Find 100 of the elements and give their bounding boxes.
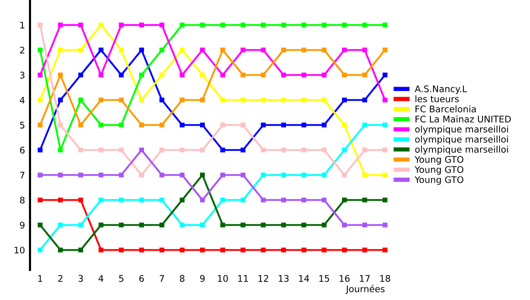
point xyxy=(38,222,43,228)
x-tick-label: 17 xyxy=(360,275,370,282)
point xyxy=(180,48,185,52)
point xyxy=(159,248,164,252)
point xyxy=(200,122,205,128)
y-tick-label: 4 xyxy=(20,96,25,104)
point xyxy=(78,198,84,202)
point xyxy=(281,248,286,252)
point xyxy=(118,22,124,28)
point xyxy=(342,98,347,102)
point xyxy=(38,198,43,202)
x-tick-label: 9 xyxy=(200,275,205,282)
point xyxy=(260,48,266,52)
legend-label: olympique marseilloi xyxy=(415,126,508,134)
point xyxy=(200,72,205,78)
point xyxy=(58,198,63,202)
point xyxy=(322,148,327,152)
legend-label: Young GTO xyxy=(414,166,464,175)
point xyxy=(78,222,84,228)
point xyxy=(362,122,368,128)
point xyxy=(200,222,205,228)
point xyxy=(301,148,306,152)
point xyxy=(180,172,185,178)
y-tick-label: 1 xyxy=(20,22,24,28)
point xyxy=(362,198,368,202)
point xyxy=(159,222,164,228)
x-tick-label: 3 xyxy=(78,275,83,282)
point xyxy=(118,98,124,102)
legend-label: les tueurs xyxy=(416,95,459,102)
point xyxy=(118,198,124,202)
legend-label: olympique marseilloi xyxy=(415,136,508,144)
point xyxy=(139,98,144,102)
point xyxy=(118,122,124,128)
point xyxy=(382,172,388,178)
point xyxy=(382,98,388,102)
point xyxy=(200,148,205,152)
point xyxy=(382,122,388,128)
point xyxy=(281,198,286,202)
point xyxy=(240,222,246,228)
point xyxy=(139,22,144,28)
point xyxy=(98,222,104,228)
y-tick-label: 8 xyxy=(20,196,25,204)
point xyxy=(220,122,226,128)
point xyxy=(180,72,185,78)
point xyxy=(260,122,266,128)
x-tick-label: 18 xyxy=(380,275,390,282)
legend-label: A.S.Nancy.L xyxy=(414,85,468,94)
point xyxy=(159,148,164,152)
point xyxy=(362,72,368,78)
point xyxy=(362,148,368,152)
point xyxy=(382,222,388,228)
point xyxy=(220,172,226,178)
point xyxy=(38,148,43,152)
point xyxy=(220,72,226,78)
point xyxy=(240,122,246,128)
point xyxy=(342,22,347,28)
point xyxy=(200,198,205,202)
point xyxy=(281,72,286,78)
point xyxy=(301,22,306,28)
point xyxy=(301,48,306,52)
point xyxy=(139,72,144,78)
point xyxy=(98,122,104,128)
legend-label: FC La Mainaz UNITED xyxy=(416,115,511,122)
point xyxy=(78,122,84,128)
point xyxy=(139,148,144,152)
point xyxy=(118,148,124,152)
legend-label: FC Barcelonia xyxy=(416,105,476,112)
point xyxy=(362,248,368,252)
point xyxy=(322,72,327,78)
legend-label: Young GTO xyxy=(414,176,464,185)
point xyxy=(322,48,327,52)
point xyxy=(220,148,226,152)
point xyxy=(281,48,286,52)
point xyxy=(78,48,84,52)
point xyxy=(260,248,266,252)
x-tick-label: 13 xyxy=(278,275,289,282)
point xyxy=(362,98,368,102)
point xyxy=(240,22,246,28)
point xyxy=(180,148,185,152)
y-tick-label: 9 xyxy=(20,222,25,229)
point xyxy=(240,148,246,152)
point xyxy=(342,72,347,78)
point xyxy=(58,98,63,102)
point xyxy=(78,22,84,28)
point xyxy=(342,198,347,202)
point xyxy=(260,198,266,202)
point xyxy=(322,248,327,252)
point xyxy=(118,172,124,178)
point xyxy=(159,198,164,202)
point xyxy=(58,148,63,152)
point xyxy=(301,122,306,128)
point xyxy=(322,198,327,202)
point xyxy=(58,248,63,252)
point xyxy=(78,248,84,252)
point xyxy=(38,72,43,78)
point xyxy=(260,222,266,228)
point xyxy=(98,98,104,102)
point xyxy=(58,48,63,52)
point xyxy=(240,198,246,202)
point xyxy=(118,72,124,78)
